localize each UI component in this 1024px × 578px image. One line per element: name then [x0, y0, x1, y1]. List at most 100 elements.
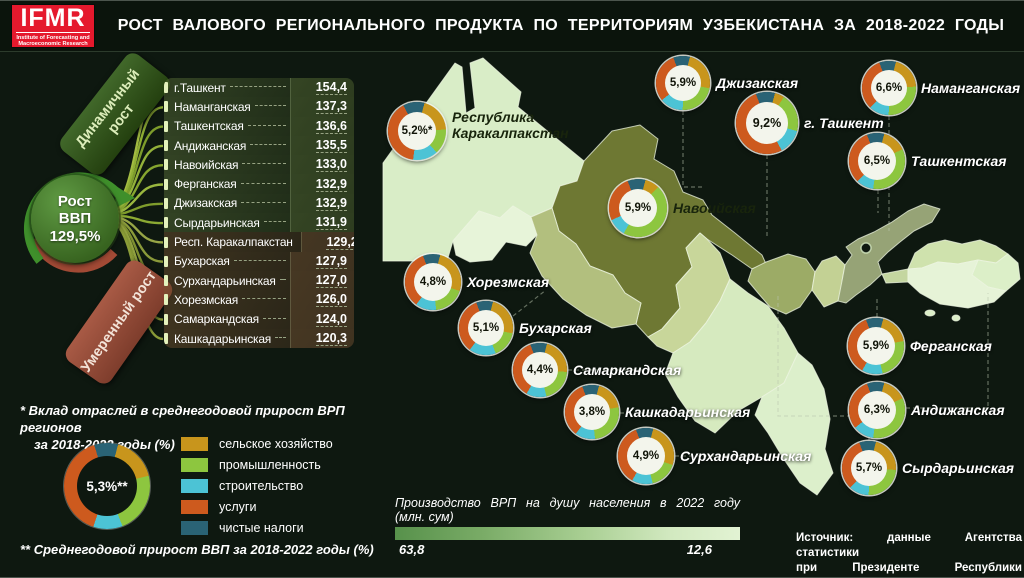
map-donut-region-label: Кашкадарьинская	[625, 404, 751, 420]
legend-swatch	[181, 436, 208, 451]
dotted-leader	[242, 162, 286, 165]
map-donut-value: 4,4%	[522, 352, 558, 388]
map-donut-value: 9,2%	[746, 102, 788, 144]
ranking-value: 129,2	[300, 232, 354, 252]
row-tick	[164, 236, 168, 248]
scale-range: 63,8 12,6	[395, 540, 740, 557]
gdp-circle-line2: ВВП	[58, 210, 92, 228]
legend-swatch	[181, 478, 208, 493]
legend-label: чистые налоги	[219, 520, 304, 535]
map-donut-value: 5,7%	[851, 450, 887, 486]
scale-subtitle: (млн. сум)	[395, 510, 454, 524]
dotted-leader	[229, 85, 286, 88]
gdp-growth-circle: Рост ВВП 129,5%	[31, 175, 119, 263]
map-donut-value: 6,6%	[871, 70, 907, 106]
source-note: Источник: данные Агентства статистики пр…	[796, 532, 1022, 577]
map-donut-region-label: Наманганская	[921, 80, 1021, 96]
map-donut: 9,2%	[736, 92, 798, 154]
ranking-value: 120,3	[290, 328, 354, 349]
ranking-row: Самаркандская 124,0	[164, 309, 354, 329]
map-donut: 5,9%	[656, 56, 710, 110]
dotted-leader	[263, 220, 286, 223]
ranking-row: Кашкадарьинская 120,3	[164, 328, 354, 349]
region-ranking-list: г.Ташкент 154,4 Наманганская 137,3 Ташкентск…	[164, 78, 354, 349]
ranking-row: Сурхандарьинская 127,0	[164, 270, 354, 291]
ranking-region-name: Джизакская	[174, 196, 238, 211]
ranking-value: 132,9	[290, 174, 354, 194]
ranking-value: 124,0	[290, 309, 354, 329]
ranking-region-name: Навоийская	[174, 157, 239, 172]
scale-gradient-bar	[395, 527, 740, 540]
legend-label: промышленность	[219, 457, 321, 472]
map-islet	[951, 314, 961, 322]
ranking-region-name: Бухарская	[174, 254, 230, 269]
dashed-connectors	[512, 111, 989, 457]
scale-max: 63,8	[399, 542, 425, 557]
ranking-row: Джизакская 132,9	[164, 193, 354, 214]
map-donut-value: 5,9%	[619, 189, 657, 227]
ranking-row: Хорезмская 126,0	[164, 290, 354, 310]
row-tick	[164, 82, 168, 94]
map-donut: 6,5%	[849, 133, 905, 189]
legend-swatch	[181, 457, 208, 472]
map-donut: 4,4%	[513, 343, 567, 397]
ranking-row: Респ. Каракалпакстан 129,2	[164, 232, 354, 252]
ranking-row: Бухарская 127,9	[164, 251, 354, 271]
legend-label: строительство	[219, 478, 304, 493]
industries-legend: сельское хозяйство промышленность строител…	[181, 433, 333, 538]
dotted-leader	[233, 259, 286, 261]
row-tick	[164, 140, 168, 152]
map-donut: 3,8%	[565, 385, 619, 439]
map-donut: 5,2%*	[388, 102, 446, 160]
legend-item: промышленность	[181, 454, 333, 475]
dotted-leader	[250, 143, 286, 146]
ranking-region-name: Ферганская	[174, 177, 237, 192]
ranking-value: 137,3	[290, 97, 354, 117]
map-donut-region-label: Джизакская	[716, 75, 799, 91]
scale-min: 12,6	[686, 542, 712, 557]
map-donut: 4,9%	[618, 428, 674, 484]
map-donut-value: 5,2%*	[398, 112, 436, 150]
dotted-leader	[275, 336, 286, 338]
ranking-row: Ташкентская 136,6	[164, 116, 354, 136]
legend-item: строительство	[181, 475, 333, 496]
header: IFMR Institute of Forecasting and Macroe…	[0, 1, 1024, 52]
row-tick	[164, 255, 168, 267]
ranking-region-name: г.Ташкент	[174, 80, 226, 95]
ranking-value: 127,0	[290, 270, 354, 291]
map-donut-value: 6,3%	[858, 391, 896, 429]
ranking-value: 135,5	[290, 135, 354, 156]
map-donut-value: 3,8%	[574, 394, 610, 430]
row-tick	[164, 275, 168, 287]
map-donut-region-label: Ташкентская	[911, 153, 1007, 169]
map-region-khorezm	[452, 205, 538, 263]
ranking-row: Ферганская 132,9	[164, 174, 354, 194]
map-donut-region-label: Ферганская	[910, 338, 992, 354]
legend-item: услуги	[181, 496, 333, 517]
map-donut: 6,6%	[862, 61, 916, 115]
ranking-region-name: Наманганская	[174, 99, 251, 114]
legend-item: сельское хозяйство	[181, 433, 333, 454]
map-region-surkhandarya	[754, 352, 834, 496]
overall-gdp-donut-value: 5,3%**	[77, 456, 137, 516]
ranking-region-name: Самаркандская	[174, 312, 259, 327]
ranking-row: Сырдарьинская 131,9	[164, 213, 354, 233]
legend-label: сельское хозяйство	[219, 436, 333, 451]
map-donut: 5,1%	[459, 301, 513, 355]
row-tick	[164, 178, 168, 190]
map-donut-region-label: Андижанская	[911, 402, 1005, 418]
gdp-circle-value: 129,5%	[49, 227, 101, 245]
ranking-value: 154,4	[290, 78, 354, 98]
map-region-jizzakh	[747, 253, 816, 315]
ranking-row: Наманганская 137,3	[164, 97, 354, 117]
tashkent-city-dot	[860, 242, 872, 254]
map-donut-region-label: Самаркандская	[573, 362, 682, 378]
map-donut-region-label: г. Ташкент	[804, 115, 884, 131]
ranking-value: 136,6	[290, 116, 354, 136]
ranking-row: Навоийская 133,0	[164, 155, 354, 175]
ranking-region-name: Хорезмская	[174, 292, 239, 307]
map-donut-region-label: Бухарская	[519, 320, 592, 336]
map-donut-value: 6,5%	[858, 142, 896, 180]
ranking-row: Андижанская 135,5	[164, 135, 354, 156]
